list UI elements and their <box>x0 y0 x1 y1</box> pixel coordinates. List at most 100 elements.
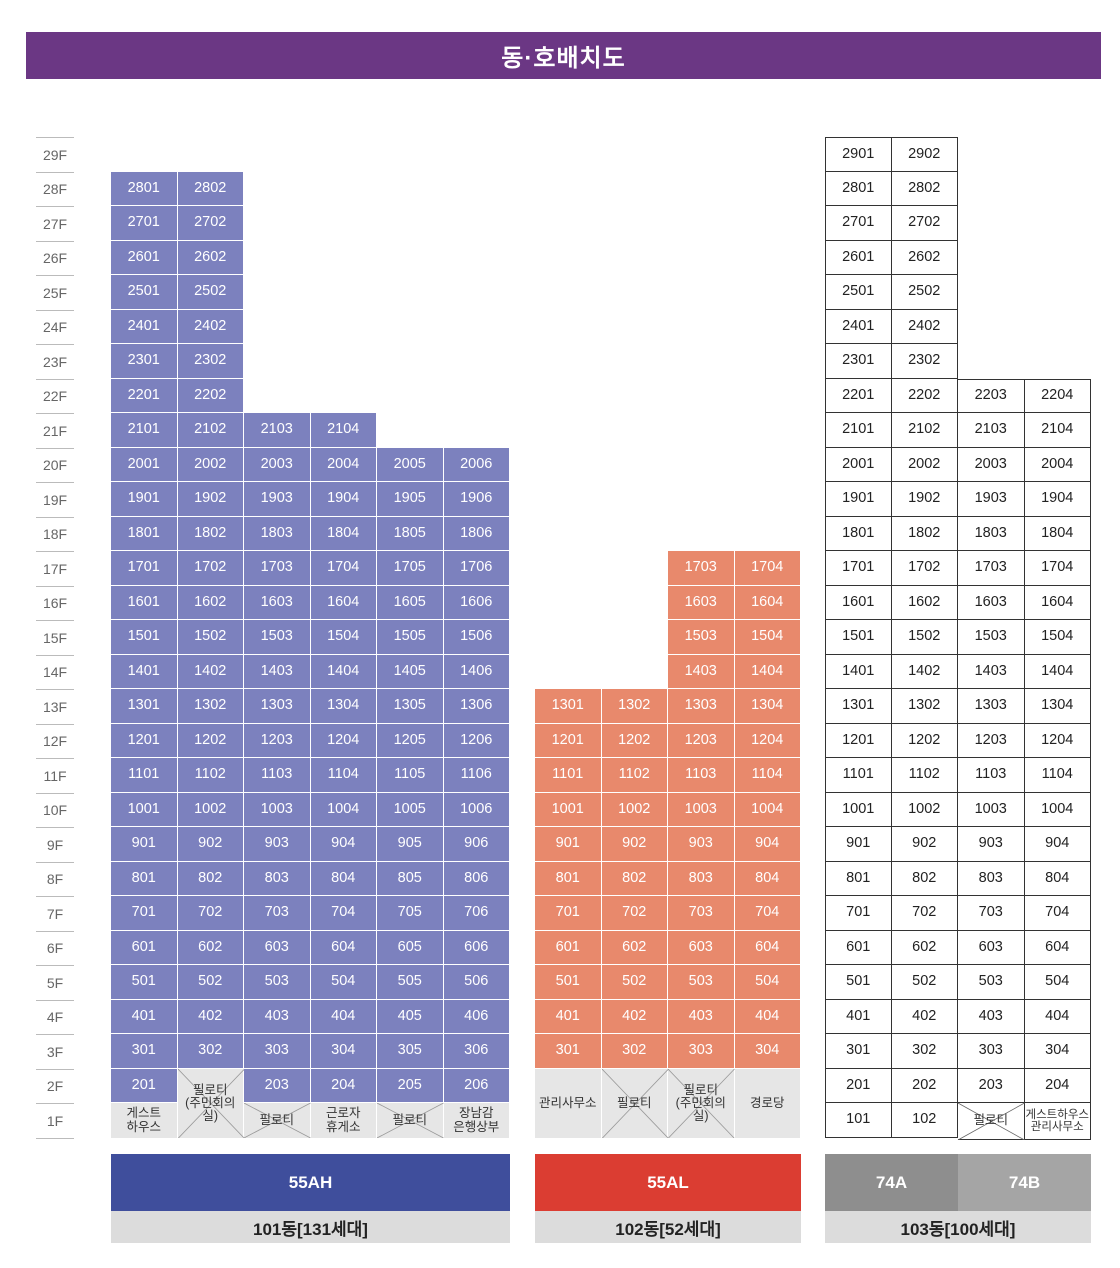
unit-cell[interactable]: 205 <box>377 1068 444 1103</box>
unit-cell[interactable]: 1001 <box>825 792 892 827</box>
unit-cell[interactable]: 1304 <box>734 689 801 724</box>
unit-cell[interactable]: 2901 <box>825 137 892 172</box>
unit-cell[interactable]: 2102 <box>891 413 958 448</box>
unit-cell[interactable]: 1603 <box>958 585 1025 620</box>
unit-cell[interactable]: 401 <box>535 999 602 1034</box>
unit-cell[interactable]: 802 <box>177 861 244 896</box>
unit-cell[interactable]: 1905 <box>377 482 444 517</box>
unit-cell[interactable]: 1803 <box>244 516 311 551</box>
unit-cell[interactable]: 504 <box>310 965 377 1000</box>
unit-cell[interactable]: 1003 <box>244 792 311 827</box>
unit-cell[interactable]: 803 <box>668 861 735 896</box>
unit-cell[interactable]: 2002 <box>891 447 958 482</box>
unit-cell[interactable]: 1306 <box>443 689 510 724</box>
unit-cell[interactable]: 1302 <box>177 689 244 724</box>
unit-cell[interactable]: 1902 <box>891 482 958 517</box>
unit-cell[interactable]: 502 <box>601 965 668 1000</box>
unit-cell[interactable]: 1504 <box>1024 620 1091 655</box>
unit-cell[interactable]: 904 <box>734 827 801 862</box>
unit-cell[interactable]: 1201 <box>825 723 892 758</box>
unit-cell[interactable]: 703 <box>668 896 735 931</box>
unit-cell[interactable]: 1701 <box>111 551 178 586</box>
unit-cell[interactable]: 706 <box>443 896 510 931</box>
unit-cell[interactable]: 1102 <box>891 758 958 793</box>
unit-cell[interactable]: 404 <box>1024 999 1091 1034</box>
unit-cell[interactable]: 1604 <box>734 585 801 620</box>
unit-cell[interactable]: 1601 <box>111 585 178 620</box>
unit-cell[interactable]: 1303 <box>244 689 311 724</box>
unit-cell[interactable]: 704 <box>734 896 801 931</box>
unit-cell[interactable]: 203 <box>244 1068 311 1103</box>
unit-cell[interactable]: 1103 <box>958 758 1025 793</box>
unit-cell[interactable]: 604 <box>734 930 801 965</box>
unit-cell[interactable]: 1106 <box>443 758 510 793</box>
unit-cell[interactable]: 2502 <box>177 275 244 310</box>
unit-cell[interactable]: 1003 <box>958 792 1025 827</box>
unit-cell[interactable]: 1502 <box>177 620 244 655</box>
unit-cell[interactable]: 1001 <box>111 792 178 827</box>
unit-cell[interactable]: 705 <box>377 896 444 931</box>
unit-cell[interactable]: 2201 <box>825 378 892 413</box>
unit-cell[interactable]: 1304 <box>310 689 377 724</box>
unit-cell[interactable]: 1703 <box>244 551 311 586</box>
unit-cell[interactable]: 1403 <box>668 654 735 689</box>
unit-cell[interactable]: 1704 <box>1024 551 1091 586</box>
unit-cell[interactable]: 402 <box>891 999 958 1034</box>
unit-cell[interactable]: 503 <box>244 965 311 1000</box>
unit-cell[interactable]: 201 <box>111 1068 178 1103</box>
unit-cell[interactable]: 2802 <box>891 171 958 206</box>
unit-cell[interactable]: 1505 <box>377 620 444 655</box>
unit-cell[interactable]: 1704 <box>310 551 377 586</box>
unit-cell[interactable]: 1901 <box>825 482 892 517</box>
unit-cell[interactable]: 1504 <box>310 620 377 655</box>
unit-cell[interactable]: 201 <box>825 1068 892 1103</box>
unit-cell[interactable]: 1104 <box>310 758 377 793</box>
unit-cell[interactable]: 1603 <box>668 585 735 620</box>
unit-cell[interactable]: 2003 <box>958 447 1025 482</box>
unit-cell[interactable]: 302 <box>891 1034 958 1069</box>
unit-cell[interactable]: 1904 <box>310 482 377 517</box>
unit-cell[interactable]: 403 <box>958 999 1025 1034</box>
unit-cell[interactable]: 1204 <box>1024 723 1091 758</box>
unit-cell[interactable]: 603 <box>668 930 735 965</box>
unit-cell[interactable]: 2601 <box>825 240 892 275</box>
unit-cell[interactable]: 1101 <box>111 758 178 793</box>
unit-cell[interactable]: 1006 <box>443 792 510 827</box>
unit-cell[interactable]: 2301 <box>825 344 892 379</box>
unit-cell[interactable]: 2202 <box>177 378 244 413</box>
unit-cell[interactable]: 902 <box>601 827 668 862</box>
unit-cell[interactable]: 901 <box>825 827 892 862</box>
unit-cell[interactable]: 1803 <box>958 516 1025 551</box>
unit-cell[interactable]: 1202 <box>891 723 958 758</box>
unit-cell[interactable]: 1101 <box>535 758 602 793</box>
unit-cell[interactable]: 704 <box>1024 896 1091 931</box>
unit-cell[interactable]: 1302 <box>891 689 958 724</box>
unit-cell[interactable]: 1604 <box>1024 585 1091 620</box>
unit-cell[interactable]: 701 <box>825 896 892 931</box>
unit-cell[interactable]: 306 <box>443 1034 510 1069</box>
unit-cell[interactable]: 401 <box>111 999 178 1034</box>
unit-cell[interactable]: 1102 <box>601 758 668 793</box>
unit-cell[interactable]: 504 <box>1024 965 1091 1000</box>
unit-cell[interactable]: 1103 <box>244 758 311 793</box>
unit-cell[interactable]: 2401 <box>111 309 178 344</box>
unit-cell[interactable]: 301 <box>111 1034 178 1069</box>
unit-cell[interactable]: 1203 <box>668 723 735 758</box>
unit-cell[interactable]: 2801 <box>111 171 178 206</box>
unit-cell[interactable]: 2401 <box>825 309 892 344</box>
unit-cell[interactable]: 1503 <box>668 620 735 655</box>
unit-cell[interactable]: 1401 <box>111 654 178 689</box>
unit-cell[interactable]: 304 <box>734 1034 801 1069</box>
unit-cell[interactable]: 903 <box>244 827 311 862</box>
unit-cell[interactable]: 702 <box>601 896 668 931</box>
unit-cell[interactable]: 701 <box>535 896 602 931</box>
unit-cell[interactable]: 101 <box>825 1103 892 1138</box>
unit-cell[interactable]: 1301 <box>535 689 602 724</box>
unit-cell[interactable]: 801 <box>111 861 178 896</box>
unit-cell[interactable]: 1502 <box>891 620 958 655</box>
unit-cell[interactable]: 906 <box>443 827 510 862</box>
unit-cell[interactable]: 1801 <box>825 516 892 551</box>
unit-cell[interactable]: 903 <box>958 827 1025 862</box>
unit-cell[interactable]: 1401 <box>825 654 892 689</box>
unit-cell[interactable]: 1806 <box>443 516 510 551</box>
